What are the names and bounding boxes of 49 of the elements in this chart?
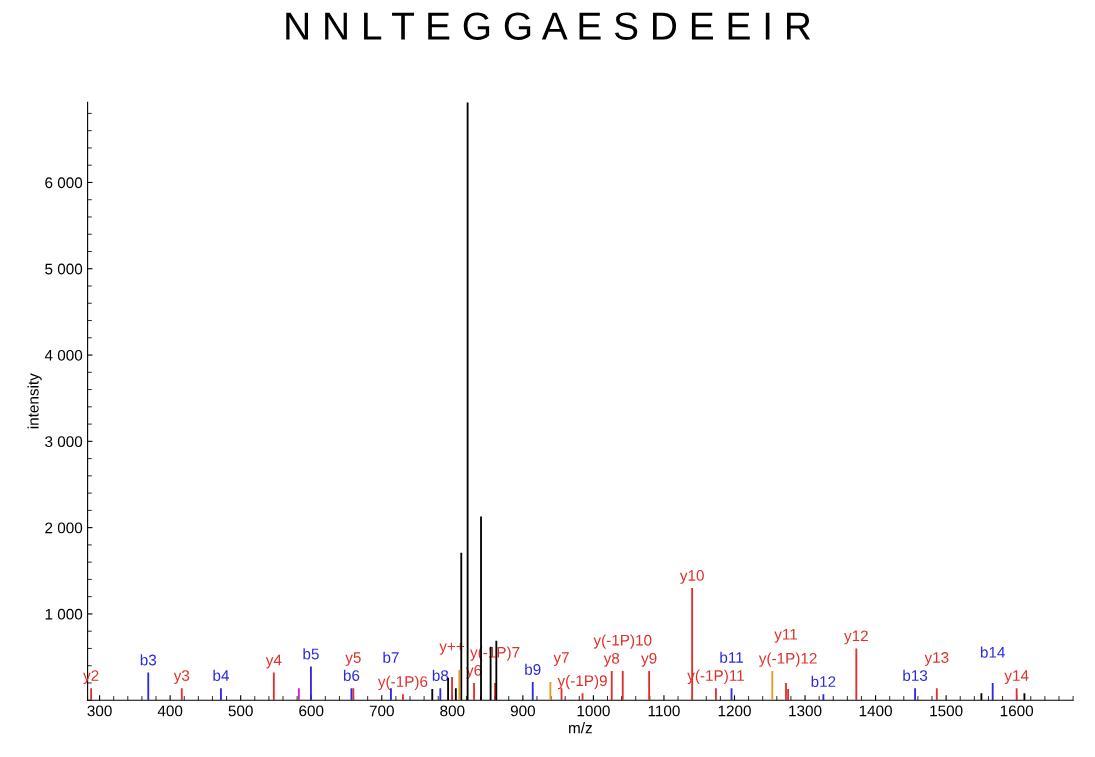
x-tick-label: 600 [299,705,324,717]
data-label: b4 [213,669,229,681]
data-label: b7 [383,651,399,663]
data-label: y(-1P)12 [758,652,817,667]
y-axis-title: intensity [27,373,42,429]
x-tick-label: 1100 [648,705,680,717]
y-tick-label: 2 000 [45,522,83,534]
data-label: y14 [1004,670,1029,684]
y-tick-label: 6 000 [45,177,83,189]
x-tick-label: 1400 [859,705,892,717]
data-label: b9 [525,663,541,675]
data-label: y5 [345,652,361,666]
data-label: y(-1P)9 [557,674,607,690]
y-tick-label: 3 000 [45,436,83,448]
data-label: b13 [903,669,928,681]
x-tick-label: 300 [87,705,112,717]
data-label: y8 [603,652,620,667]
data-label: y10 [679,570,704,584]
data-label: y3 [173,670,190,684]
data-label: b8 [432,669,449,681]
data-label: b14 [980,646,1005,658]
x-tick-label: 900 [510,705,536,717]
data-label: b3 [140,654,157,666]
data-label: y12 [844,630,868,645]
y-tick-label: 5 000 [45,263,83,275]
data-label: y7 [553,652,569,666]
x-tick-label: 1600 [1000,705,1034,717]
x-axis-title: m/z [569,722,592,734]
data-label: y(-1P)6 [377,675,428,691]
x-tick-label: 1500 [930,705,963,717]
data-label: y9 [641,652,657,667]
y-tick-label: 1 000 [45,608,83,620]
data-label: b6 [343,669,360,681]
data-label: b5 [303,648,319,660]
x-tick-label: 1000 [577,705,610,717]
chart-title: N N L T E G G A E S D E E I R [286,12,811,40]
data-label: b11 [720,651,743,663]
x-tick-label: 400 [157,705,183,717]
x-tick-label: 1200 [718,705,751,717]
y-tick-label: 4 000 [44,349,83,361]
data-label: y13 [924,652,949,666]
data-label: y11 [774,629,797,643]
data-label: y4 [265,654,282,669]
x-tick-label: 1300 [789,705,822,717]
data-label: y(-1P)10 [593,634,652,649]
data-label: b12 [811,675,836,687]
x-tick-label: 800 [440,705,465,717]
x-tick-label: 700 [369,705,394,717]
x-tick-label: 500 [228,705,253,717]
